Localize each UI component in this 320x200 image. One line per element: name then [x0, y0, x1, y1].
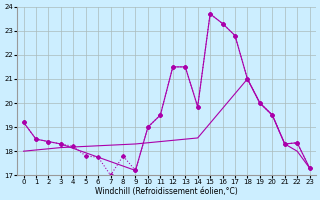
X-axis label: Windchill (Refroidissement éolien,°C): Windchill (Refroidissement éolien,°C) [95, 187, 238, 196]
